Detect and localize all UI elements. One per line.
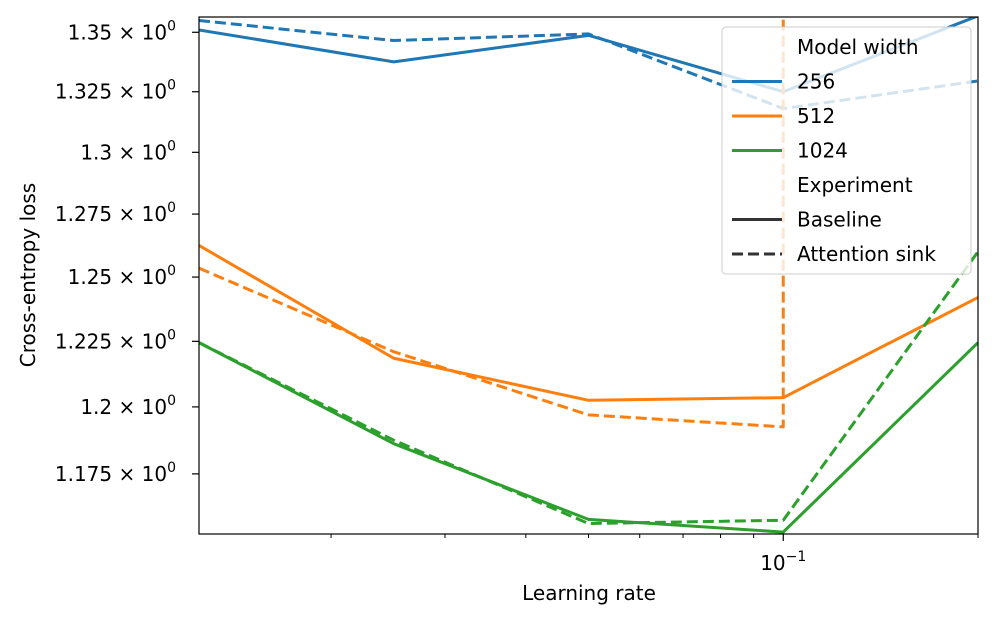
series-line-1024-attention-sink [199,250,978,526]
x-axis-label: Learning rate [522,581,656,605]
y-tick-base: 10 [142,462,167,486]
plot-frame [198,16,979,535]
y-tick-base: 10 [142,329,167,353]
y-tick-exponent: 0 [167,327,176,343]
y-tick-exponent: 0 [167,460,176,476]
legend-entry-label: 512 [797,104,835,128]
y-tick-label: 1.275 × 100 [55,200,176,226]
y-tick-mantissa: 1.225 [55,329,119,353]
x-tick-exponent: −1 [786,549,807,565]
legend-entry-label: Attention sink [797,242,936,266]
legend-entry-label: Model width [797,35,919,59]
y-axis-label: Cross-entropy loss [16,183,40,367]
y-tick-mantissa: 1.275 [55,202,119,226]
series-line-512-attention-sink [199,17,785,429]
y-tick-times: × [119,20,142,44]
series-line-1024-baseline [199,341,978,534]
y-tick-base: 10 [142,140,167,164]
legend-entry-label: 256 [797,70,835,94]
y-tick-exponent: 0 [167,393,176,409]
y-tick-base: 10 [142,20,167,44]
y-tick-label: 1.325 × 100 [55,78,176,104]
y-tick-times: × [119,140,142,164]
y-tick-base: 10 [142,265,167,289]
y-tick-label: 1.175 × 100 [55,460,176,486]
legend-entry-label: Baseline [797,208,882,232]
y-tick-mantissa: 1.35 [68,20,119,44]
y-tick-base: 10 [142,80,167,104]
y-tick-times: × [119,80,142,104]
y-tick-base: 10 [142,395,167,419]
y-tick-mantissa: 1.2 [80,395,118,419]
y-tick-times: × [119,462,142,486]
y-tick-exponent: 0 [167,138,176,154]
series-line-512-baseline [199,244,978,402]
y-tick-base: 10 [142,202,167,226]
x-axis-ticks: 10−1 [330,534,979,575]
y-tick-label: 1.3 × 100 [80,138,176,164]
legend-box [721,26,972,275]
y-tick-times: × [119,202,142,226]
legend: Model width 256 512 1024 Experiment Baseline A… [721,26,972,275]
y-tick-exponent: 0 [167,78,176,94]
y-tick-mantissa: 1.3 [80,140,118,164]
y-tick-mantissa: 1.325 [55,80,119,104]
y-tick-label: 1.35 × 100 [68,18,176,44]
y-tick-mantissa: 1.175 [55,462,119,486]
x-tick-label: 10−1 [760,549,806,575]
legend-entry-label: Experiment [797,173,913,197]
y-tick-exponent: 0 [167,18,176,34]
y-tick-times: × [119,395,142,419]
y-tick-exponent: 0 [167,200,176,216]
y-tick-label: 1.225 × 100 [55,327,176,353]
y-tick-label: 1.2 × 100 [80,393,176,419]
y-tick-mantissa: 1.25 [68,265,119,289]
y-tick-label: 1.25 × 100 [68,263,176,289]
x-tick-base: 10 [760,551,785,575]
y-tick-times: × [119,329,142,353]
y-tick-times: × [119,265,142,289]
y-tick-exponent: 0 [167,263,176,279]
legend-entry-label: 1024 [797,139,848,163]
